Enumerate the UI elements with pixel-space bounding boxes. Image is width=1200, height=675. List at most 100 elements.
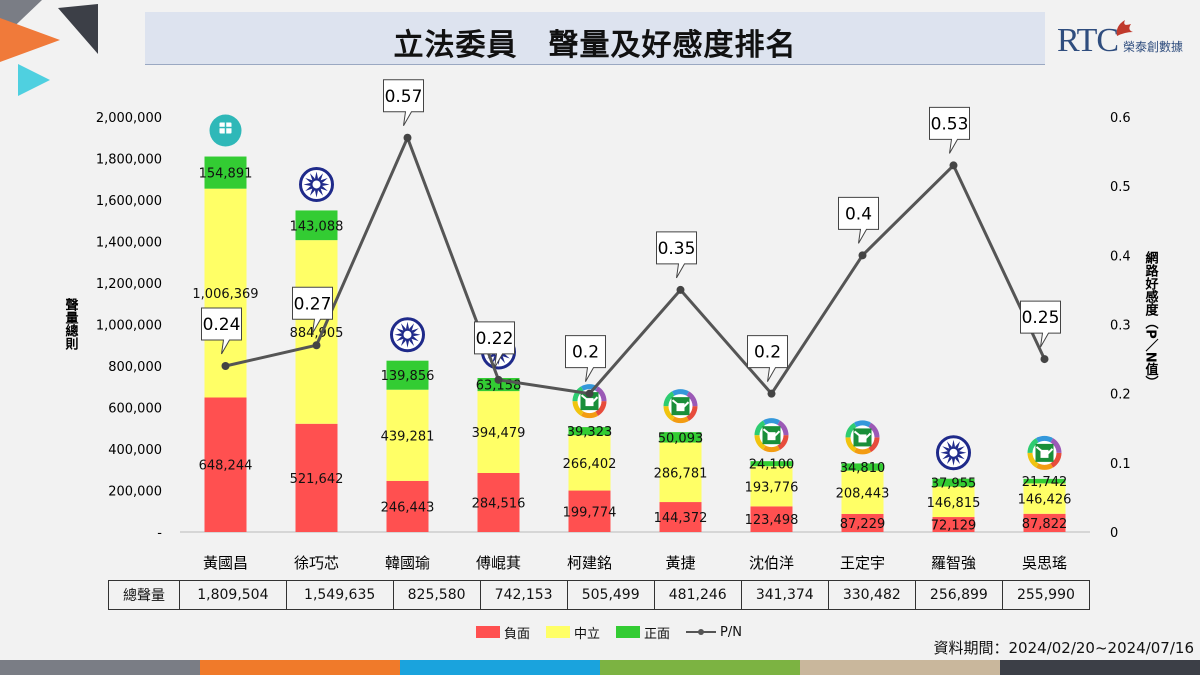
bar-segment-negative <box>568 490 611 532</box>
pn-label: 0.25 <box>1022 308 1060 328</box>
category-label: 柯建銘 <box>567 554 612 572</box>
y2-tick-label: 0.2 <box>1110 388 1131 403</box>
bar-segment-positive <box>659 432 702 443</box>
table-cell: 341,374 <box>740 580 829 610</box>
legend-item-negative: 負面 <box>476 623 530 642</box>
y-tick-label: 1,800,000 <box>96 153 162 168</box>
logo-name: 榮泰創數據 <box>1123 40 1184 54</box>
kmt-sun-icon <box>303 171 330 198</box>
data-label: 193,776 <box>745 480 799 495</box>
pn-label: 0.22 <box>476 329 514 349</box>
dpp-taiwan-shape <box>762 428 781 439</box>
y-tick-label: 2,000,000 <box>96 111 162 126</box>
legend-item-neutral: 中立 <box>546 623 600 642</box>
category-label: 沈伯洋 <box>749 554 794 572</box>
data-label: 39,323 <box>567 425 613 440</box>
bar-segment-neutral <box>841 470 884 514</box>
category-label: 羅智強 <box>931 554 976 572</box>
pn-label: 0.53 <box>931 114 969 134</box>
bar-segment-negative <box>750 506 793 532</box>
pn-label: 0.35 <box>658 239 696 259</box>
y2-tick-label: 0.1 <box>1110 457 1131 472</box>
legend-label: 正面 <box>644 626 671 642</box>
page-title: 立法委員 聲量及好感度排名 <box>393 28 797 63</box>
data-label: 24,100 <box>749 458 795 473</box>
legend-line-icon <box>686 629 717 635</box>
y-tick-label: 1,200,000 <box>96 277 162 292</box>
bar-segment <box>200 660 400 675</box>
category-label: 黃國昌 <box>203 554 248 572</box>
category-label: 吳思瑤 <box>1022 554 1067 572</box>
pn-label: 0.27 <box>294 294 332 314</box>
y-axis-title: 聲量總則 <box>63 297 79 351</box>
table-cell: 742,153 <box>479 580 568 610</box>
table-row: 總聲量 1,809,504 1,549,635 825,580 742,153 505,… <box>108 580 1091 610</box>
kmt-sun-center <box>312 180 321 189</box>
pn-point <box>585 389 594 398</box>
bar-segment-neutral <box>295 240 338 424</box>
y2-tick-label: 0 <box>1110 526 1118 541</box>
table-cell: 256,899 <box>914 580 1003 610</box>
bar-segment-positive <box>1023 478 1066 484</box>
legend-swatch <box>616 626 641 638</box>
bar-segment-neutral <box>477 391 520 473</box>
data-label: 144,372 <box>654 511 708 526</box>
y-tick-label: 1,400,000 <box>96 236 162 251</box>
pn-point <box>494 375 503 384</box>
logo-text: RTC <box>1057 22 1119 59</box>
data-label: 199,774 <box>563 505 617 520</box>
title-banner: 立法委員 聲量及好感度排名 <box>145 12 1045 65</box>
bar-segment-negative <box>295 423 338 532</box>
data-label: 34,810 <box>840 461 886 476</box>
pn-point <box>676 285 685 294</box>
data-label: 648,244 <box>199 459 253 474</box>
legend-item-pn: P/N <box>686 625 742 640</box>
legend-swatch <box>476 626 500 638</box>
bar-segment-negative <box>1023 513 1066 532</box>
dpp-taiwan-shape <box>580 394 599 405</box>
y2-tick-label: 0.5 <box>1110 180 1131 195</box>
pn-callout <box>929 106 970 154</box>
pn-point <box>312 341 321 350</box>
data-label: 72,129 <box>931 519 977 534</box>
kmt-sun-icon <box>394 321 421 348</box>
data-label: 246,443 <box>381 500 435 515</box>
bar-segment-positive <box>568 427 611 436</box>
corner-triangle-dark <box>58 4 98 54</box>
bar-segment-neutral <box>659 442 702 503</box>
bar-segment-neutral <box>568 435 611 491</box>
category-label: 韓國瑜 <box>385 554 430 572</box>
y-tick-label: - <box>157 526 162 541</box>
pn-label: 0.2 <box>572 343 599 363</box>
table-cell: 505,499 <box>566 580 655 610</box>
logo-flame-icon <box>1116 20 1133 36</box>
corner-triangle-orange <box>0 18 60 62</box>
bar-segment-neutral <box>1023 483 1066 514</box>
pn-callout <box>201 307 242 355</box>
legend-label: 負面 <box>504 626 531 642</box>
pn-point <box>221 362 230 370</box>
table-cell: 330,482 <box>827 580 916 610</box>
table-cell: 1,809,504 <box>179 580 287 610</box>
data-label: 521,642 <box>290 472 344 487</box>
bar-segment-neutral <box>932 486 975 518</box>
bar-segment <box>0 660 200 675</box>
legend-label: 中立 <box>574 626 601 642</box>
data-label: 87,229 <box>840 517 886 532</box>
legend-label: P/N <box>720 624 742 640</box>
data-label: 439,281 <box>381 429 435 444</box>
dpp-taiwan-shape <box>1035 446 1054 457</box>
chart: - 200,000 400,000 600,000 800,000 1,000,000 1,… <box>63 79 1159 572</box>
data-label: 266,402 <box>563 457 617 472</box>
kmt-sun-center <box>949 448 958 457</box>
legend-swatch <box>546 626 571 638</box>
category-label: 徐巧芯 <box>294 554 339 572</box>
data-label: 50,093 <box>658 431 704 446</box>
kmt-sun-center <box>403 330 412 339</box>
y-tick-label: 800,000 <box>108 360 162 375</box>
bar-segment-negative <box>477 472 520 532</box>
data-period: 資料期間：2024/02/20~2024/07/16 <box>933 639 1194 657</box>
pn-callout <box>383 79 424 126</box>
pn-label: 0.4 <box>845 204 872 224</box>
table-cell: 825,580 <box>392 580 481 610</box>
